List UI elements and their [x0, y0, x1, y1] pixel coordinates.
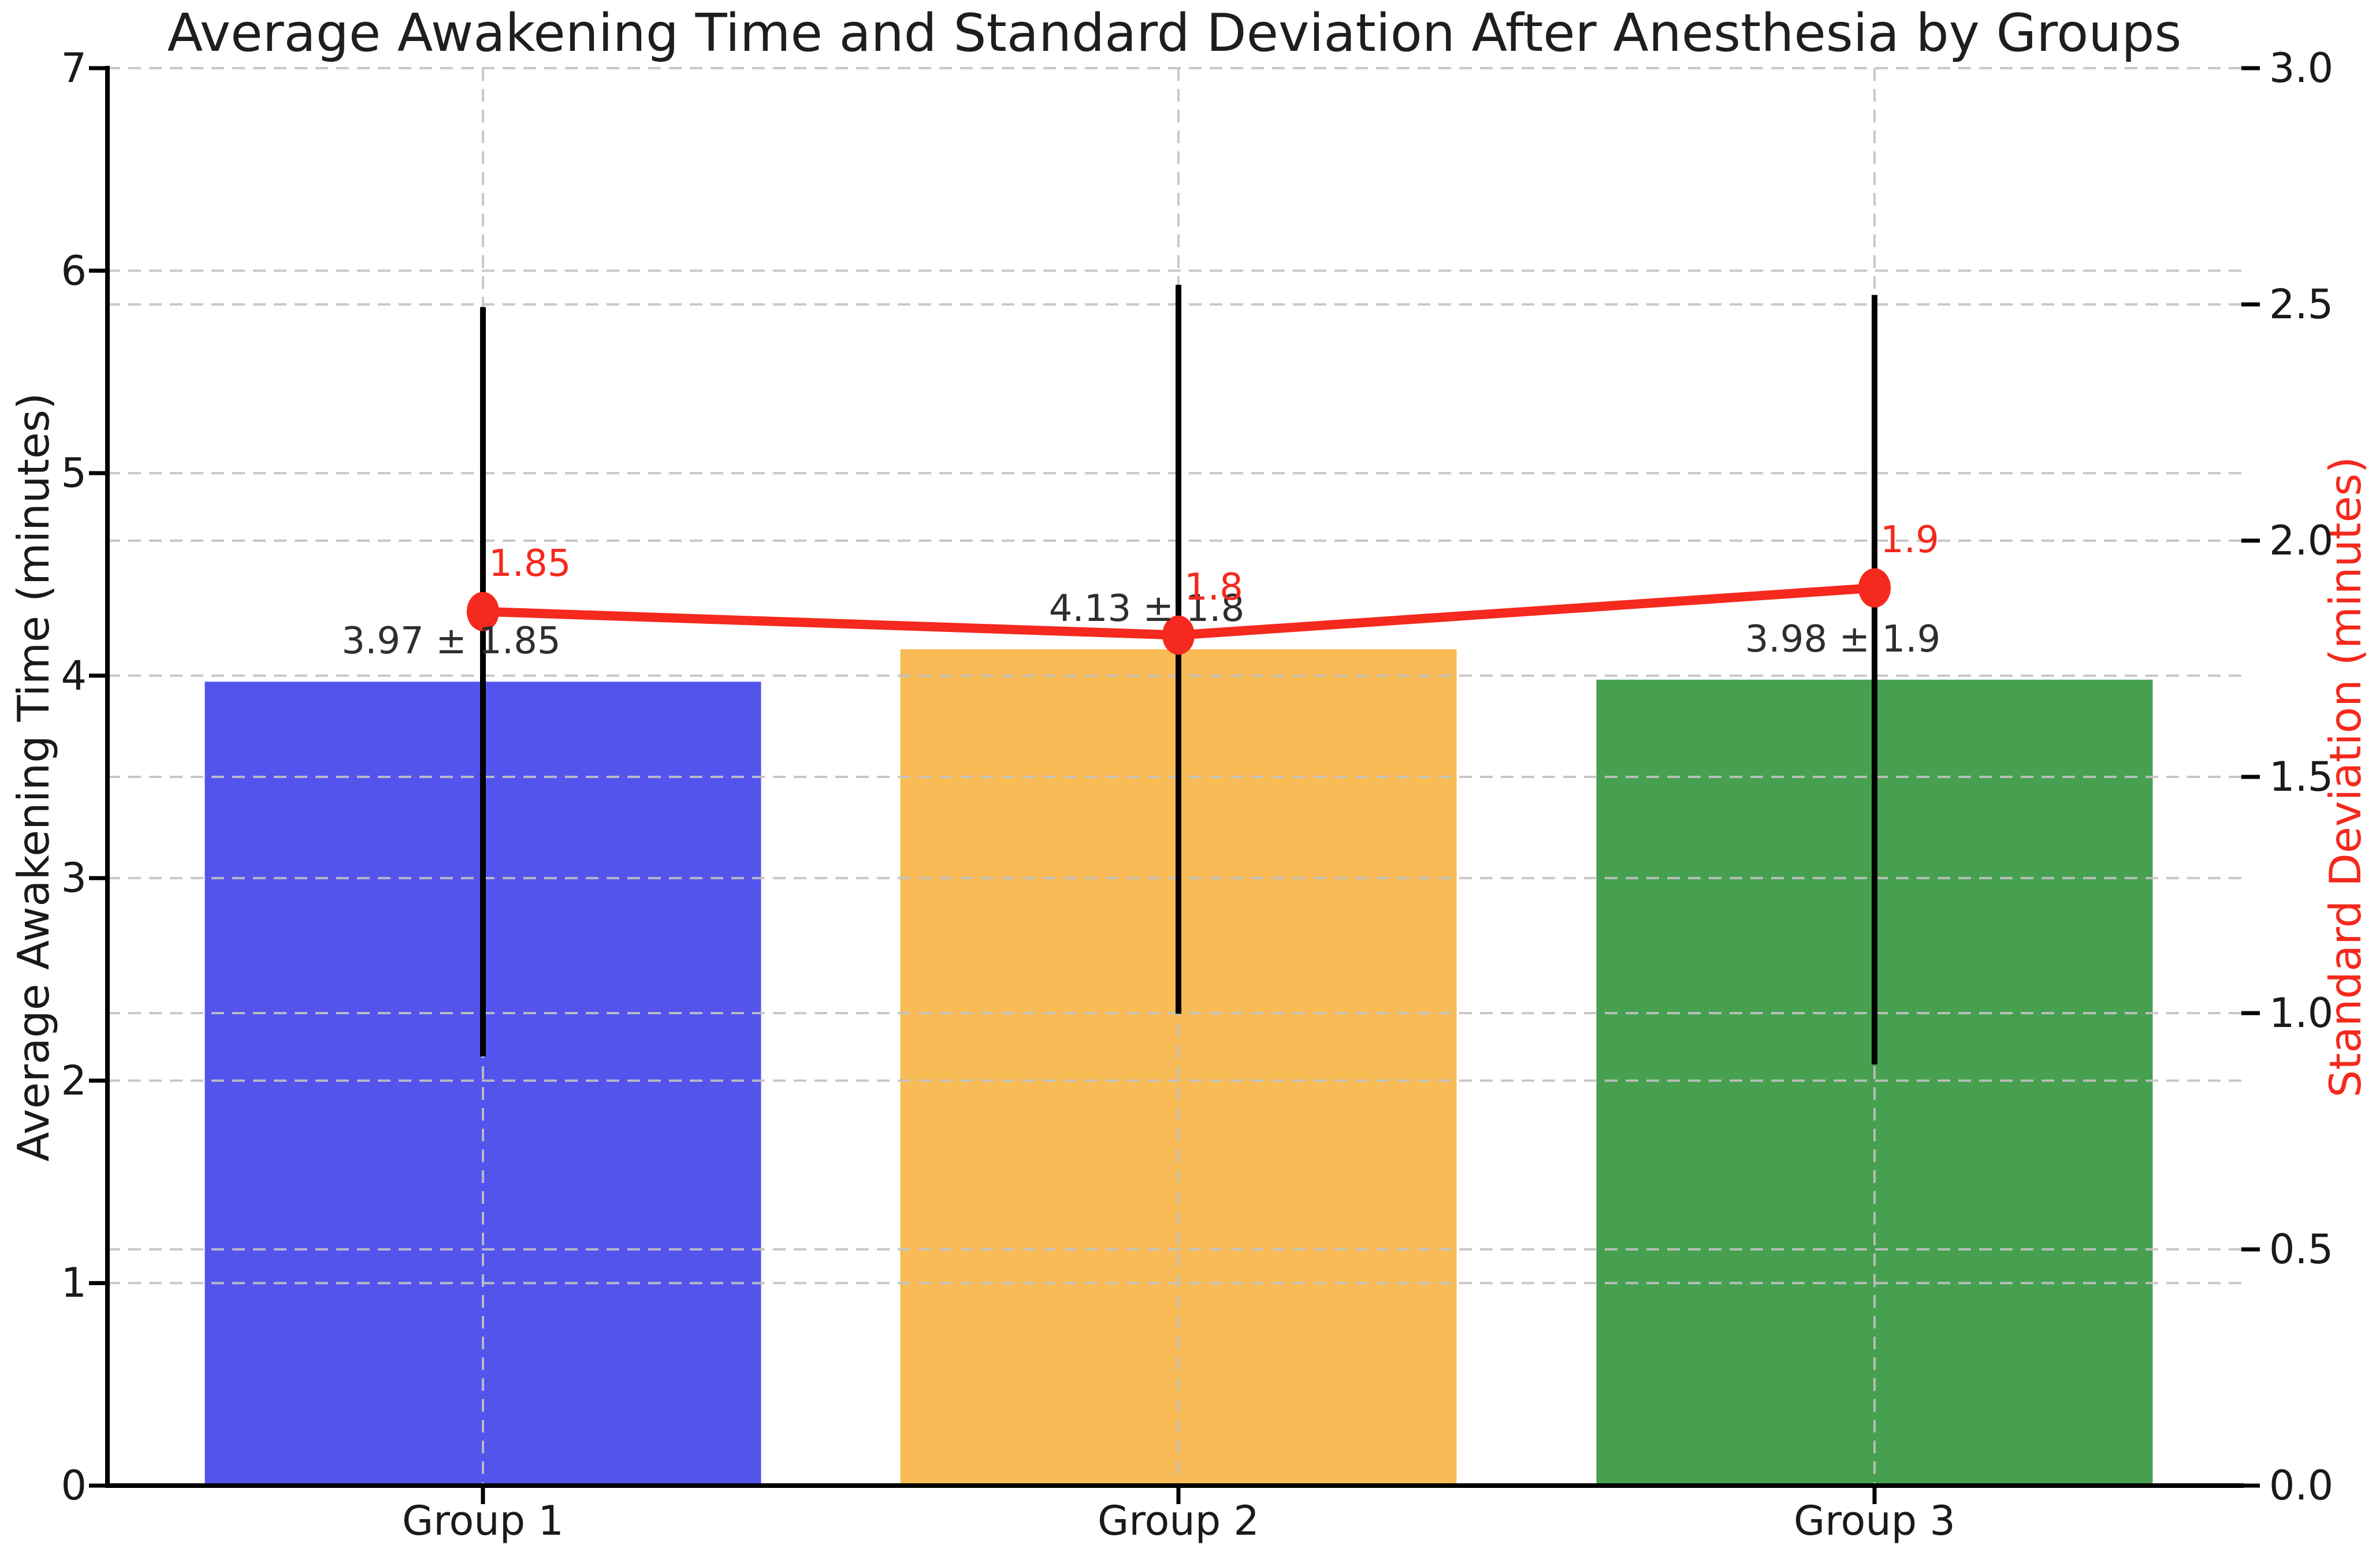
- sd-marker-group-1: [467, 591, 499, 631]
- y-right-tick-label: 3.0: [2269, 44, 2334, 92]
- x-tick-label: Group 2: [1098, 1497, 1259, 1545]
- y-left-tick-label: 3: [61, 854, 87, 902]
- y-left-tick-label: 7: [61, 44, 87, 92]
- y-left-tick-label: 4: [61, 652, 87, 699]
- bar-value-label: 3.97 ± 1.85: [341, 620, 561, 663]
- x-tick-label: Group 1: [402, 1497, 564, 1545]
- y-left-tick-label: 5: [61, 449, 87, 497]
- y-left-tick-label: 0: [61, 1462, 87, 1509]
- y-left-tick-label: 1: [61, 1259, 87, 1307]
- y-right-tick-label: 2.0: [2269, 517, 2334, 564]
- sd-value-label: 1.85: [489, 542, 571, 585]
- sd-value-label: 1.8: [1184, 565, 1243, 609]
- sd-marker-group-3: [1858, 568, 1891, 608]
- y-right-tick-label: 1.5: [2269, 753, 2334, 801]
- x-tick-label: Group 3: [1794, 1497, 1955, 1545]
- y-right-tick-label: 2.5: [2269, 281, 2334, 328]
- y-left-tick-label: 2: [61, 1056, 87, 1104]
- y-right-tick-label: 0.5: [2269, 1226, 2334, 1273]
- y-right-tick-label: 0.0: [2269, 1462, 2334, 1509]
- bar-value-label: 4.13 ± 1.8: [1048, 587, 1245, 631]
- sd-value-label: 1.9: [1880, 518, 1939, 561]
- chart-title: Average Awakening Time and Standard Devi…: [167, 3, 2182, 64]
- sd-marker-group-2: [1162, 615, 1195, 655]
- bar-value-label: 3.98 ± 1.9: [1745, 617, 1941, 661]
- y-left-tick-label: 6: [61, 247, 87, 295]
- y-right-tick-label: 1.0: [2269, 989, 2334, 1037]
